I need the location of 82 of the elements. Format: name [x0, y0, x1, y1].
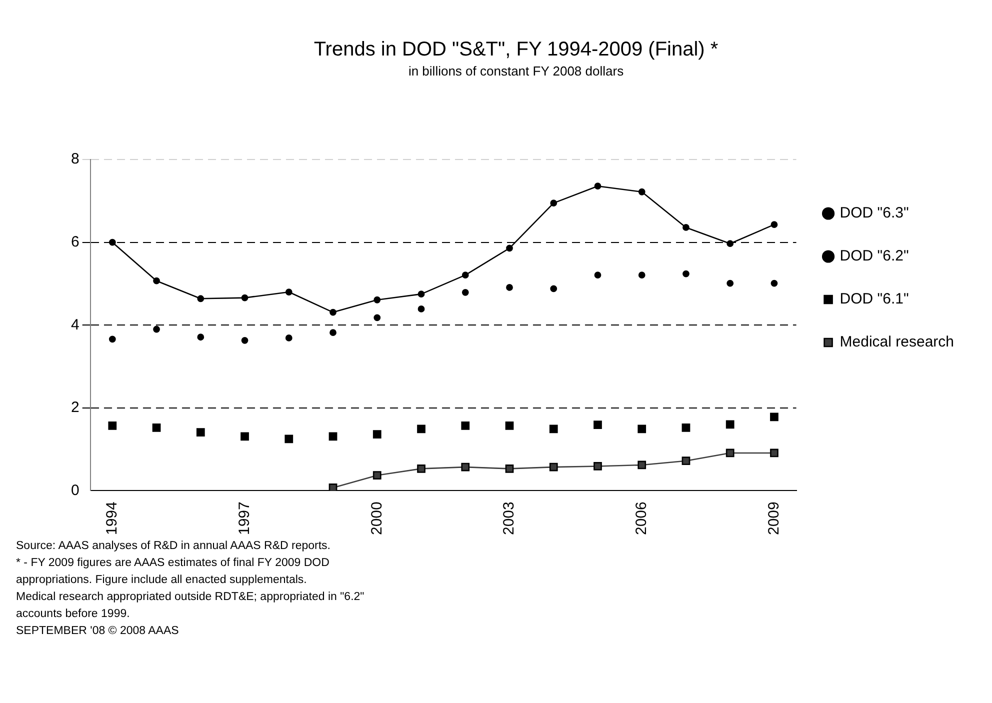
point — [638, 460, 646, 470]
y-tick-label: 8 — [71, 150, 80, 168]
point — [330, 329, 336, 336]
point — [372, 430, 382, 439]
text: SEPTEMBER '08 © 2008 AAAS — [16, 624, 180, 639]
point — [241, 336, 248, 344]
point — [594, 462, 602, 470]
point — [108, 421, 117, 430]
point — [550, 200, 558, 206]
point — [770, 412, 778, 422]
y-tick-label: 4 — [71, 316, 80, 334]
chart-title: Trends in DOD "S&T", FY 1994-2009 (Final) * — [314, 38, 718, 61]
legend-label: DOD "6.1" — [840, 290, 909, 308]
point — [374, 314, 381, 322]
point — [284, 434, 294, 444]
point — [594, 272, 602, 278]
x-tick-label: 2000 — [368, 502, 386, 536]
point — [506, 284, 513, 291]
point — [682, 270, 690, 278]
point — [506, 244, 513, 252]
point — [240, 432, 249, 441]
point — [108, 238, 116, 246]
point — [726, 420, 734, 429]
point — [462, 288, 469, 296]
point — [197, 334, 204, 341]
point — [417, 424, 426, 434]
x-tick-label: 1994 — [104, 502, 121, 536]
y-tick-label: 6 — [71, 234, 80, 250]
point — [461, 462, 470, 472]
point — [770, 280, 778, 287]
point — [108, 336, 116, 343]
point — [461, 421, 470, 430]
point — [417, 464, 426, 473]
point — [328, 484, 338, 491]
point — [594, 182, 602, 190]
point — [196, 428, 205, 436]
point — [462, 272, 469, 278]
y-tick-label: 2 — [71, 399, 80, 416]
x-tick-label: 2009 — [765, 502, 782, 536]
text: Medical research appropriated outside RDT&E; appropriated in "6.2" — [16, 590, 366, 605]
point — [638, 272, 646, 278]
point — [594, 420, 602, 430]
point — [328, 432, 338, 441]
point — [770, 221, 778, 228]
point — [726, 280, 734, 287]
point — [770, 448, 778, 458]
point — [153, 326, 160, 333]
text: accounts before 1999. — [16, 607, 131, 622]
y-tick-label: 0 — [71, 482, 80, 499]
chart-subtitle: in billions of constant FY 2008 dollars — [408, 63, 624, 78]
point — [372, 471, 382, 480]
point — [418, 306, 425, 312]
point — [197, 295, 204, 302]
legend-label: Medical research — [840, 334, 954, 351]
point — [638, 188, 646, 196]
point — [638, 424, 646, 434]
point — [682, 456, 690, 466]
point — [418, 290, 425, 298]
point — [505, 421, 514, 430]
point — [285, 334, 292, 342]
x-tick-label: 2003 — [500, 502, 518, 536]
point — [549, 424, 558, 434]
point — [726, 448, 734, 458]
point — [374, 296, 381, 304]
point — [285, 288, 292, 296]
text: * - FY 2009 figures are AAAS estimates of final FY 2009 DOD — [16, 556, 330, 571]
point — [152, 424, 161, 432]
point — [550, 285, 558, 292]
point — [330, 308, 336, 316]
point — [682, 424, 690, 432]
text: appropriations. Figure include all enacted supplementals. — [16, 573, 308, 588]
x-tick-label: 2006 — [633, 502, 650, 536]
point — [153, 277, 160, 284]
point — [505, 464, 514, 473]
x-tick-label: 1997 — [236, 502, 253, 536]
point — [682, 224, 690, 231]
legend-label: DOD "6.3" — [840, 204, 909, 222]
point — [726, 240, 734, 248]
point — [241, 294, 248, 302]
point — [549, 462, 558, 472]
legend-label: DOD "6.2" — [840, 248, 909, 265]
source-note: Source: AAAS analyses of R&D in annual AAAS R&D reports. — [16, 539, 332, 554]
